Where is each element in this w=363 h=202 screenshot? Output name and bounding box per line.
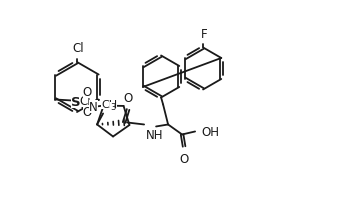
Text: F: F xyxy=(201,28,207,41)
Text: OH: OH xyxy=(201,125,219,138)
Text: Cl: Cl xyxy=(72,42,84,55)
Text: CH: CH xyxy=(101,100,117,110)
Text: S: S xyxy=(70,96,80,108)
Text: O: O xyxy=(83,105,92,118)
Text: NH: NH xyxy=(146,129,164,142)
Text: O: O xyxy=(123,92,133,105)
Text: O: O xyxy=(179,153,189,166)
Text: O: O xyxy=(83,86,92,99)
Text: 3: 3 xyxy=(110,103,115,112)
Text: Cl: Cl xyxy=(79,95,91,107)
Text: N: N xyxy=(89,101,98,114)
